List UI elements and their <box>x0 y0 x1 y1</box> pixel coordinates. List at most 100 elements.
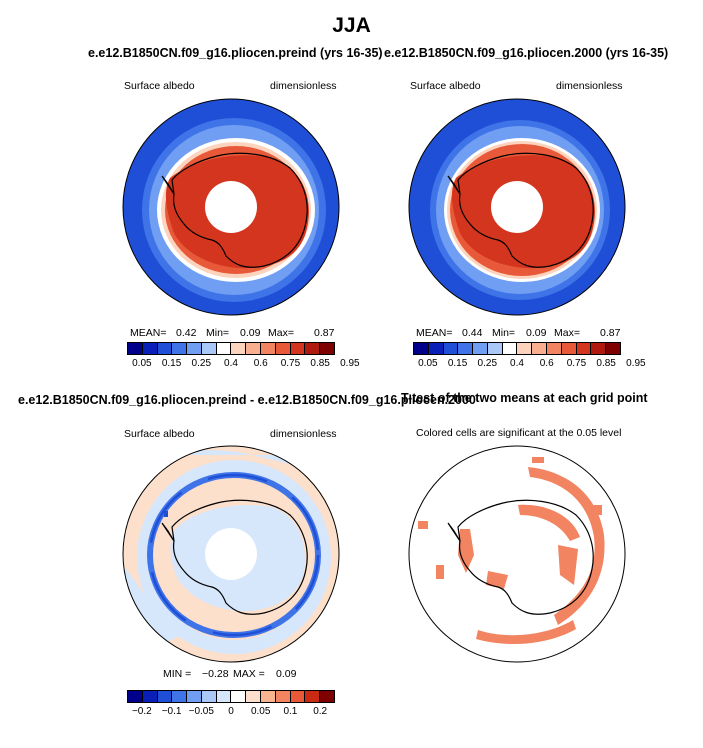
colorbar-swatch <box>502 343 518 354</box>
panel-1-mean-value: 0.42 <box>176 327 197 339</box>
colorbar-tick-label: 0.4 <box>224 358 238 369</box>
panel-3-title: e.e12.B1850CN.f09_g16.pliocen.preind - e… <box>18 393 476 407</box>
panel-3-colorbar-ticks: −0.2 −0.1 −0.05 0 0.05 0.1 0.2 <box>127 706 335 720</box>
panel-1-colorbar <box>127 342 335 355</box>
colorbar-swatch <box>547 343 562 354</box>
colorbar-swatch <box>414 343 429 354</box>
panel-3-variable-label: Surface albedo <box>124 428 195 440</box>
colorbar-swatch <box>305 343 321 354</box>
panel-3-polar-map <box>122 445 340 663</box>
colorbar-tick-label: 0.6 <box>539 358 554 369</box>
colorbar-swatch <box>576 343 592 354</box>
colorbar-swatch <box>320 343 334 354</box>
colorbar-tick-label: 0.1 <box>283 706 298 717</box>
panel-1-mean-label: MEAN= <box>130 327 167 339</box>
colorbar-swatch <box>458 343 474 354</box>
panel-4-subtitle: Colored cells are significant at the 0.0… <box>416 427 622 439</box>
panel-2-title: e.e12.B1850CN.f09_g16.pliocen.2000 (yrs … <box>384 46 669 60</box>
colorbar-swatch <box>261 343 276 354</box>
colorbar-tick-label: 0.25 <box>477 358 498 369</box>
panel-2-units-label: dimensionless <box>556 80 623 92</box>
colorbar-swatch <box>246 691 262 702</box>
panel-2-min-label: Min= <box>492 327 516 339</box>
colorbar-tick-label: 0.05 <box>250 706 271 717</box>
colorbar-swatch <box>216 343 232 354</box>
colorbar-swatch <box>443 343 459 354</box>
figure-title: JJA <box>332 14 371 37</box>
panel-2-variable-label: Surface albedo <box>410 80 481 92</box>
colorbar-swatch <box>275 343 291 354</box>
panel-3-min-label: MIN = <box>163 668 192 680</box>
colorbar-tick-label: 0.25 <box>191 358 212 369</box>
colorbar-swatch <box>201 343 217 354</box>
colorbar-tick-label: −0.05 <box>188 706 214 717</box>
panel-1-colorbar-ticks: 0.05 0.15 0.25 0.4 0.6 0.75 0.85 0.95 <box>127 358 359 372</box>
colorbar-swatch <box>305 691 321 702</box>
panel-2-colorbar <box>413 342 621 355</box>
panel-3-max-value: 0.09 <box>276 668 297 680</box>
colorbar-swatch <box>157 691 173 702</box>
colorbar-swatch <box>172 691 188 702</box>
panel-1-max-value: 0.87 <box>314 327 335 339</box>
colorbar-swatch <box>246 343 262 354</box>
colorbar-swatch <box>201 691 217 702</box>
colorbar-swatch <box>487 343 503 354</box>
panel-3-max-label: MAX = <box>233 668 265 680</box>
panel-3-min-value: −0.28 <box>202 668 229 680</box>
colorbar-tick-label: 0.95 <box>626 358 646 369</box>
colorbar-tick-label: 0.75 <box>566 358 587 369</box>
colorbar-swatch <box>606 343 620 354</box>
colorbar-swatch <box>142 343 158 354</box>
colorbar-swatch <box>231 343 247 354</box>
colorbar-tick-label: 0.95 <box>340 358 360 369</box>
panel-1-title: e.e12.B1850CN.f09_g16.pliocen.preind (yr… <box>88 46 383 60</box>
panel-4-polar-map <box>408 445 626 663</box>
colorbar-swatch <box>216 691 232 702</box>
panel-2-polar-map <box>408 98 626 316</box>
colorbar-swatch <box>290 691 306 702</box>
colorbar-swatch <box>517 343 533 354</box>
colorbar-swatch <box>290 343 306 354</box>
colorbar-swatch <box>591 343 607 354</box>
panel-1-max-label: Max= <box>268 327 294 339</box>
panel-2-mean-value: 0.44 <box>462 327 483 339</box>
colorbar-swatch <box>473 343 488 354</box>
colorbar-swatch <box>275 691 291 702</box>
colorbar-swatch <box>187 691 202 702</box>
colorbar-swatch <box>128 691 143 702</box>
colorbar-tick-label: 0 <box>228 706 234 717</box>
panel-2-max-label: Max= <box>554 327 580 339</box>
colorbar-tick-label: 0.75 <box>280 358 301 369</box>
panel-4-title: T-test of the two means at each grid poi… <box>401 391 648 405</box>
colorbar-tick-label: 0.4 <box>510 358 524 369</box>
panel-3-units-label: dimensionless <box>270 428 337 440</box>
colorbar-swatch <box>428 343 444 354</box>
colorbar-tick-label: 0.85 <box>596 358 616 369</box>
colorbar-swatch <box>320 691 334 702</box>
colorbar-tick-label: 0.05 <box>132 358 152 369</box>
colorbar-tick-label: −0.1 <box>161 706 182 717</box>
panel-1-min-label: Min= <box>206 327 230 339</box>
colorbar-swatch <box>157 343 173 354</box>
panel-1-units-label: dimensionless <box>270 80 337 92</box>
colorbar-swatch <box>261 691 276 702</box>
panel-2-max-value: 0.87 <box>600 327 621 339</box>
colorbar-tick-label: 0.6 <box>253 358 268 369</box>
panel-2-colorbar-ticks: 0.05 0.15 0.25 0.4 0.6 0.75 0.85 0.95 <box>413 358 645 372</box>
panel-2-min-value: 0.09 <box>526 327 547 339</box>
colorbar-swatch <box>172 343 188 354</box>
panel-1-variable-label: Surface albedo <box>124 80 195 92</box>
colorbar-swatch <box>142 691 158 702</box>
colorbar-tick-label: 0.05 <box>418 358 438 369</box>
colorbar-tick-label: 0.15 <box>447 358 468 369</box>
panel-1-polar-map <box>122 98 340 316</box>
panel-2-mean-label: MEAN= <box>416 327 453 339</box>
panel-1-min-value: 0.09 <box>240 327 261 339</box>
colorbar-tick-label: 0.15 <box>161 358 182 369</box>
colorbar-swatch <box>128 343 143 354</box>
colorbar-tick-label: 0.2 <box>313 706 328 717</box>
colorbar-swatch <box>187 343 202 354</box>
colorbar-swatch <box>231 691 247 702</box>
colorbar-tick-label: 0.85 <box>310 358 330 369</box>
colorbar-swatch <box>561 343 577 354</box>
